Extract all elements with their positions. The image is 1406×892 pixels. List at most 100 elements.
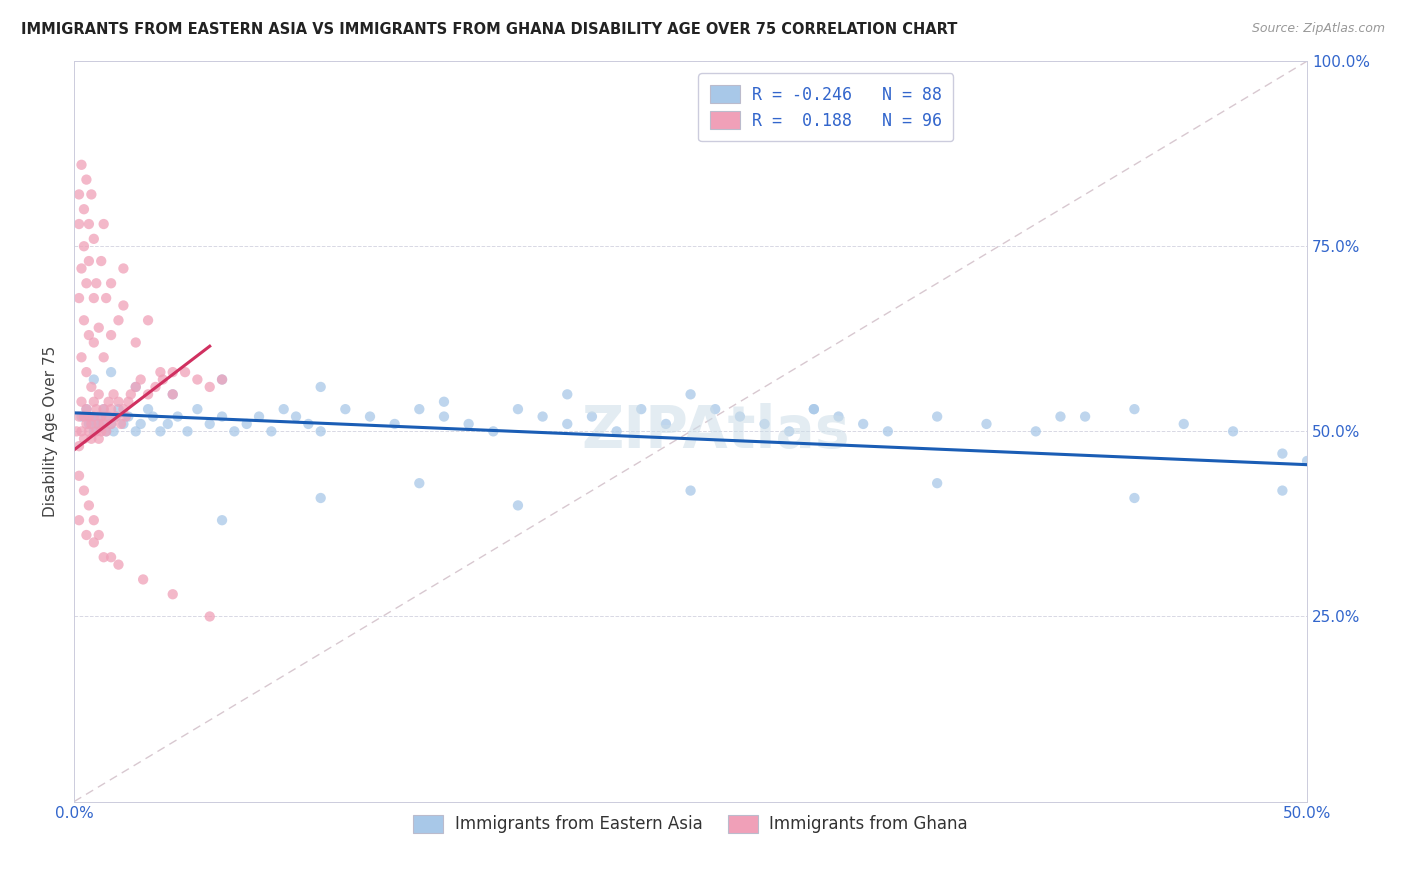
Point	[162, 387, 184, 401]
Point	[80, 432, 103, 446]
Point	[100, 328, 122, 343]
Point	[77, 417, 100, 431]
Point	[581, 409, 603, 424]
Point	[408, 476, 430, 491]
Point	[93, 217, 115, 231]
Point	[93, 402, 115, 417]
Point	[67, 187, 90, 202]
Point	[84, 402, 107, 417]
Text: ZIPAtlas: ZIPAtlas	[581, 403, 849, 460]
Point	[67, 468, 90, 483]
Point	[90, 409, 112, 424]
Point	[100, 550, 122, 565]
Point	[1074, 409, 1097, 424]
Point	[1049, 409, 1071, 424]
Point	[100, 417, 122, 431]
Point	[162, 365, 184, 379]
Point	[80, 187, 103, 202]
Point	[107, 402, 129, 417]
Point	[73, 409, 96, 424]
Point	[359, 409, 381, 424]
Point	[77, 217, 100, 231]
Point	[555, 417, 578, 431]
Point	[103, 387, 125, 401]
Point	[433, 394, 456, 409]
Point	[87, 387, 110, 401]
Point	[145, 380, 167, 394]
Point	[67, 217, 90, 231]
Point	[117, 409, 139, 424]
Point	[125, 380, 148, 394]
Point	[75, 528, 97, 542]
Point	[83, 409, 105, 424]
Point	[162, 587, 184, 601]
Point	[384, 417, 406, 431]
Point	[90, 254, 112, 268]
Point	[211, 372, 233, 386]
Point	[606, 425, 628, 439]
Point	[83, 372, 105, 386]
Point	[105, 409, 128, 424]
Point	[65, 425, 87, 439]
Point	[285, 409, 308, 424]
Point	[103, 425, 125, 439]
Text: IMMIGRANTS FROM EASTERN ASIA VS IMMIGRANTS FROM GHANA DISABILITY AGE OVER 75 COR: IMMIGRANTS FROM EASTERN ASIA VS IMMIGRAN…	[21, 22, 957, 37]
Point	[107, 394, 129, 409]
Point	[83, 232, 105, 246]
Point	[457, 417, 479, 431]
Point	[94, 425, 117, 439]
Point	[803, 402, 825, 417]
Point	[84, 425, 107, 439]
Point	[70, 394, 93, 409]
Point	[84, 417, 107, 431]
Point	[90, 425, 112, 439]
Point	[110, 417, 132, 431]
Point	[80, 380, 103, 394]
Point	[186, 402, 208, 417]
Point	[80, 409, 103, 424]
Point	[87, 528, 110, 542]
Point	[149, 425, 172, 439]
Point	[555, 387, 578, 401]
Point	[679, 483, 702, 498]
Point	[704, 402, 727, 417]
Point	[129, 372, 152, 386]
Point	[87, 432, 110, 446]
Point	[112, 417, 135, 431]
Point	[728, 409, 751, 424]
Point	[87, 409, 110, 424]
Point	[211, 409, 233, 424]
Point	[482, 425, 505, 439]
Point	[94, 425, 117, 439]
Point	[93, 550, 115, 565]
Point	[83, 425, 105, 439]
Point	[83, 394, 105, 409]
Point	[309, 380, 332, 394]
Point	[100, 277, 122, 291]
Point	[1173, 417, 1195, 431]
Point	[1296, 454, 1319, 468]
Point	[73, 313, 96, 327]
Point	[335, 402, 357, 417]
Point	[83, 513, 105, 527]
Point	[976, 417, 998, 431]
Point	[112, 402, 135, 417]
Point	[77, 254, 100, 268]
Point	[70, 158, 93, 172]
Point	[1271, 446, 1294, 460]
Point	[1123, 402, 1146, 417]
Text: Source: ZipAtlas.com: Source: ZipAtlas.com	[1251, 22, 1385, 36]
Point	[77, 425, 100, 439]
Point	[105, 409, 128, 424]
Point	[408, 402, 430, 417]
Point	[125, 335, 148, 350]
Point	[927, 409, 949, 424]
Point	[827, 409, 849, 424]
Point	[125, 425, 148, 439]
Point	[67, 513, 90, 527]
Point	[67, 291, 90, 305]
Point	[75, 402, 97, 417]
Point	[83, 291, 105, 305]
Point	[136, 387, 159, 401]
Point	[73, 202, 96, 217]
